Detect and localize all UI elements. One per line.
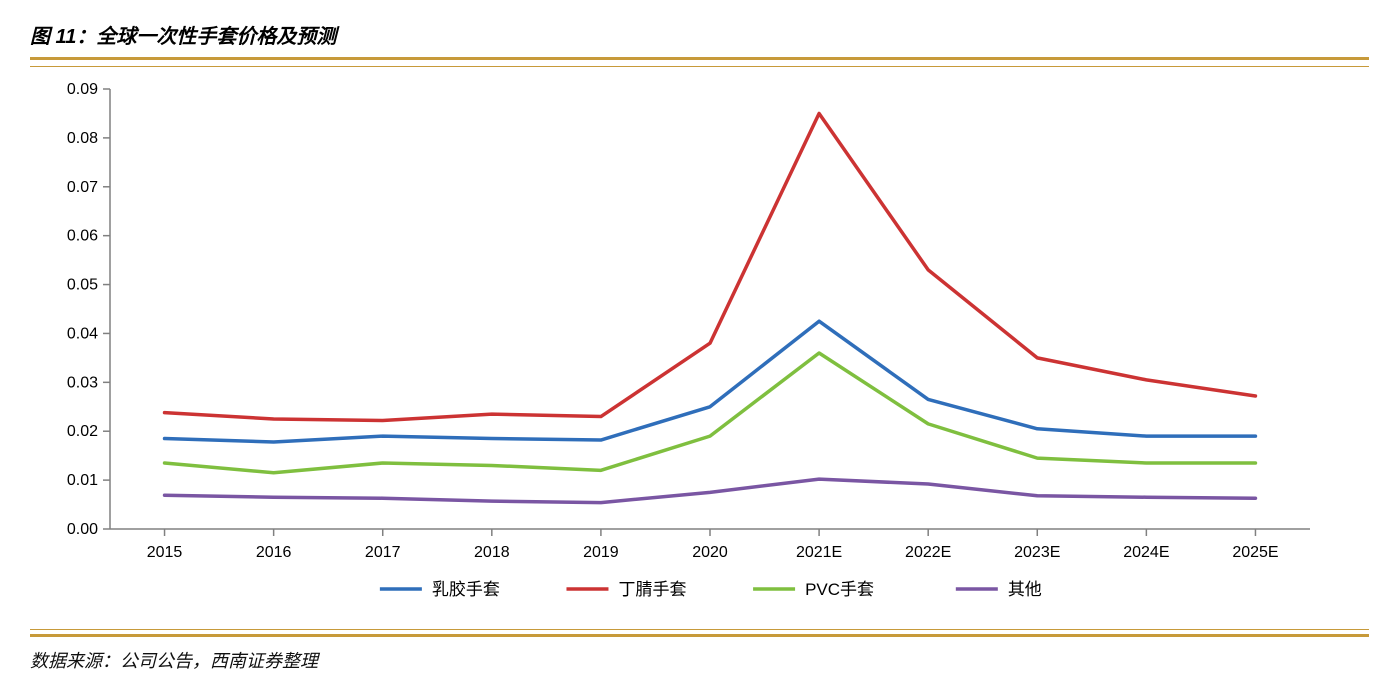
series-line: [165, 353, 1256, 473]
title-rule-thick: [30, 57, 1369, 60]
svg-text:0.07: 0.07: [67, 179, 98, 196]
line-chart: 0.00 0.01 0.02 0.03 0.04 0.05 0.06 0.07 0.08 0.09…: [30, 79, 1330, 619]
svg-text:2016: 2016: [256, 544, 292, 561]
svg-text:0.02: 0.02: [67, 423, 98, 440]
svg-text:0.04: 0.04: [67, 325, 98, 342]
legend-label: 其他: [1008, 580, 1042, 599]
footer-rule-thin: [30, 629, 1369, 630]
legend-label: 乳胶手套: [432, 580, 500, 599]
svg-text:2021E: 2021E: [796, 544, 842, 561]
svg-text:0.06: 0.06: [67, 228, 98, 245]
svg-text:2020: 2020: [692, 544, 728, 561]
footer-rule-thick: [30, 634, 1369, 637]
svg-text:2024E: 2024E: [1123, 544, 1169, 561]
title-rule-thin: [30, 66, 1369, 67]
svg-text:2015: 2015: [147, 544, 183, 561]
series-line: [165, 479, 1256, 502]
svg-text:0.01: 0.01: [67, 472, 98, 489]
svg-text:0.09: 0.09: [67, 81, 98, 98]
chart-container: 0.00 0.01 0.02 0.03 0.04 0.05 0.06 0.07 0.08 0.09…: [30, 79, 1330, 619]
svg-text:2017: 2017: [365, 544, 401, 561]
svg-text:2022E: 2022E: [905, 544, 951, 561]
legend-label: PVC手套: [805, 580, 874, 599]
svg-text:2023E: 2023E: [1014, 544, 1060, 561]
source-text: 数据来源：公司公告，西南证券整理: [30, 647, 1369, 673]
svg-text:0.00: 0.00: [67, 521, 98, 538]
figure-title: 图 11：全球一次性手套价格及预测: [30, 20, 1369, 49]
svg-text:0.05: 0.05: [67, 277, 98, 294]
legend-label: 丁腈手套: [618, 580, 686, 599]
svg-text:2018: 2018: [474, 544, 510, 561]
series-line: [165, 113, 1256, 420]
svg-text:0.08: 0.08: [67, 130, 98, 147]
svg-text:0.03: 0.03: [67, 374, 98, 391]
svg-text:2025E: 2025E: [1232, 544, 1278, 561]
svg-text:2019: 2019: [583, 544, 619, 561]
